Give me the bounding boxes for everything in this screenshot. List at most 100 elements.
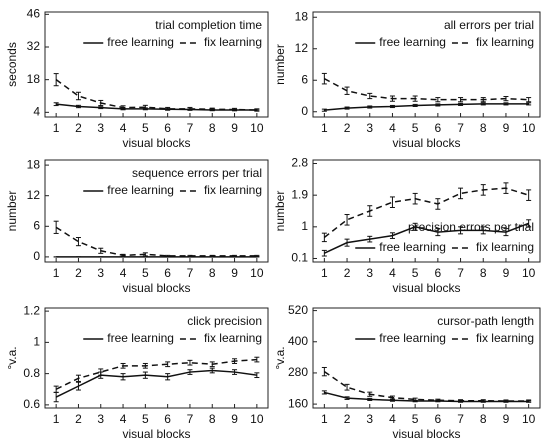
error-bar [367,235,373,243]
error-bar [458,399,464,403]
x-tick-label: 3 [97,266,104,280]
legend-label: free learning [379,35,446,49]
x-tick-label: 9 [231,266,238,280]
error-bar [435,398,441,402]
error-bar [75,381,81,391]
x-tick-label: 6 [164,121,171,135]
x-tick-label: 10 [522,266,536,280]
x-tick-label: 3 [97,412,104,426]
error-bar [142,362,148,369]
x-tick-label: 1 [321,121,328,135]
y-tick-label: 160 [288,396,308,410]
error-bar [367,391,373,397]
error-bar [187,106,193,111]
x-tick-label: 5 [412,266,419,280]
error-bar [344,106,350,110]
y-tick-label: 18 [27,72,41,86]
x-tick-label: 9 [503,266,510,280]
error-bar [165,361,171,368]
x-tick-label: 6 [164,412,171,426]
y-tick-label: 4 [33,105,40,119]
chart-title: trial completion time [155,18,262,32]
error-bar [367,397,373,401]
error-bar [367,92,373,100]
error-bar [53,73,59,87]
x-tick-label: 10 [522,412,536,426]
error-bar [526,399,532,403]
plot-frame [44,307,269,409]
error-bar [503,399,509,403]
error-bar [480,399,486,403]
x-tick-label: 9 [231,121,238,135]
error-bar [480,184,486,196]
error-bar [458,97,464,103]
error-bar [142,371,148,379]
y-axis-label: °v.a. [273,346,287,369]
y-tick-label: 0 [33,249,40,263]
error-bar [367,205,373,217]
series-line [55,226,257,257]
legend-label: fix learning [204,183,262,197]
error-bar [254,254,260,257]
error-bar [98,247,104,254]
x-tick-label: 10 [250,266,264,280]
x-tick-label: 3 [366,412,373,426]
y-tick-label: 280 [288,365,308,379]
plot-frame [312,159,541,263]
error-bar [503,182,509,194]
y-tick-label: 2.8 [291,156,308,170]
error-bar [458,102,464,106]
error-bar [480,226,486,235]
error-bar [98,368,104,376]
error-bar [458,187,464,200]
error-bar [526,189,532,201]
plot-frame [312,307,541,409]
error-bar [458,226,464,235]
y-tick-label: 46 [27,7,41,21]
legend-label: fix learning [204,331,262,345]
error-bar [53,220,59,234]
y-tick-label: 0.1 [291,251,308,265]
x-tick-label: 9 [231,412,238,426]
plot-frame [44,11,269,118]
x-tick-label: 2 [75,121,82,135]
y-tick-label: 6 [33,218,40,232]
series-line [56,103,257,111]
error-bar [344,214,350,226]
series-line [323,78,529,101]
error-bar [142,104,148,110]
series-line [55,369,257,398]
y-tick-label: 0.8 [23,366,40,380]
legend-label: free learning [107,35,174,49]
x-tick-label: 4 [389,412,396,426]
legend-label: free learning [379,331,446,345]
series-line [324,103,529,111]
error-bar [187,254,193,257]
error-bar [480,97,486,103]
x-tick-label: 7 [187,412,194,426]
error-bar [254,108,260,112]
x-tick-label: 2 [344,412,351,426]
error-bar [254,356,260,363]
x-tick-label: 8 [480,121,487,135]
x-tick-label: 8 [480,412,487,426]
error-bar [344,238,350,247]
error-bar [187,359,193,366]
y-tick-label: 1 [301,219,308,233]
x-axis-label: visual blocks [122,281,190,295]
error-bar [503,96,509,102]
legend-label: free learning [107,183,174,197]
error-bar [232,358,238,364]
error-bar [526,219,532,228]
x-tick-label: 6 [435,266,442,280]
x-tick-label: 8 [209,121,216,135]
chart-title: cursor-path length [437,314,534,328]
x-axis-label: visual blocks [122,427,190,441]
error-bar [187,369,193,375]
legend-label: free learning [379,240,446,254]
error-bar [389,95,395,102]
error-bar [344,383,350,391]
x-tick-label: 5 [412,412,419,426]
x-tick-label: 10 [522,121,536,135]
